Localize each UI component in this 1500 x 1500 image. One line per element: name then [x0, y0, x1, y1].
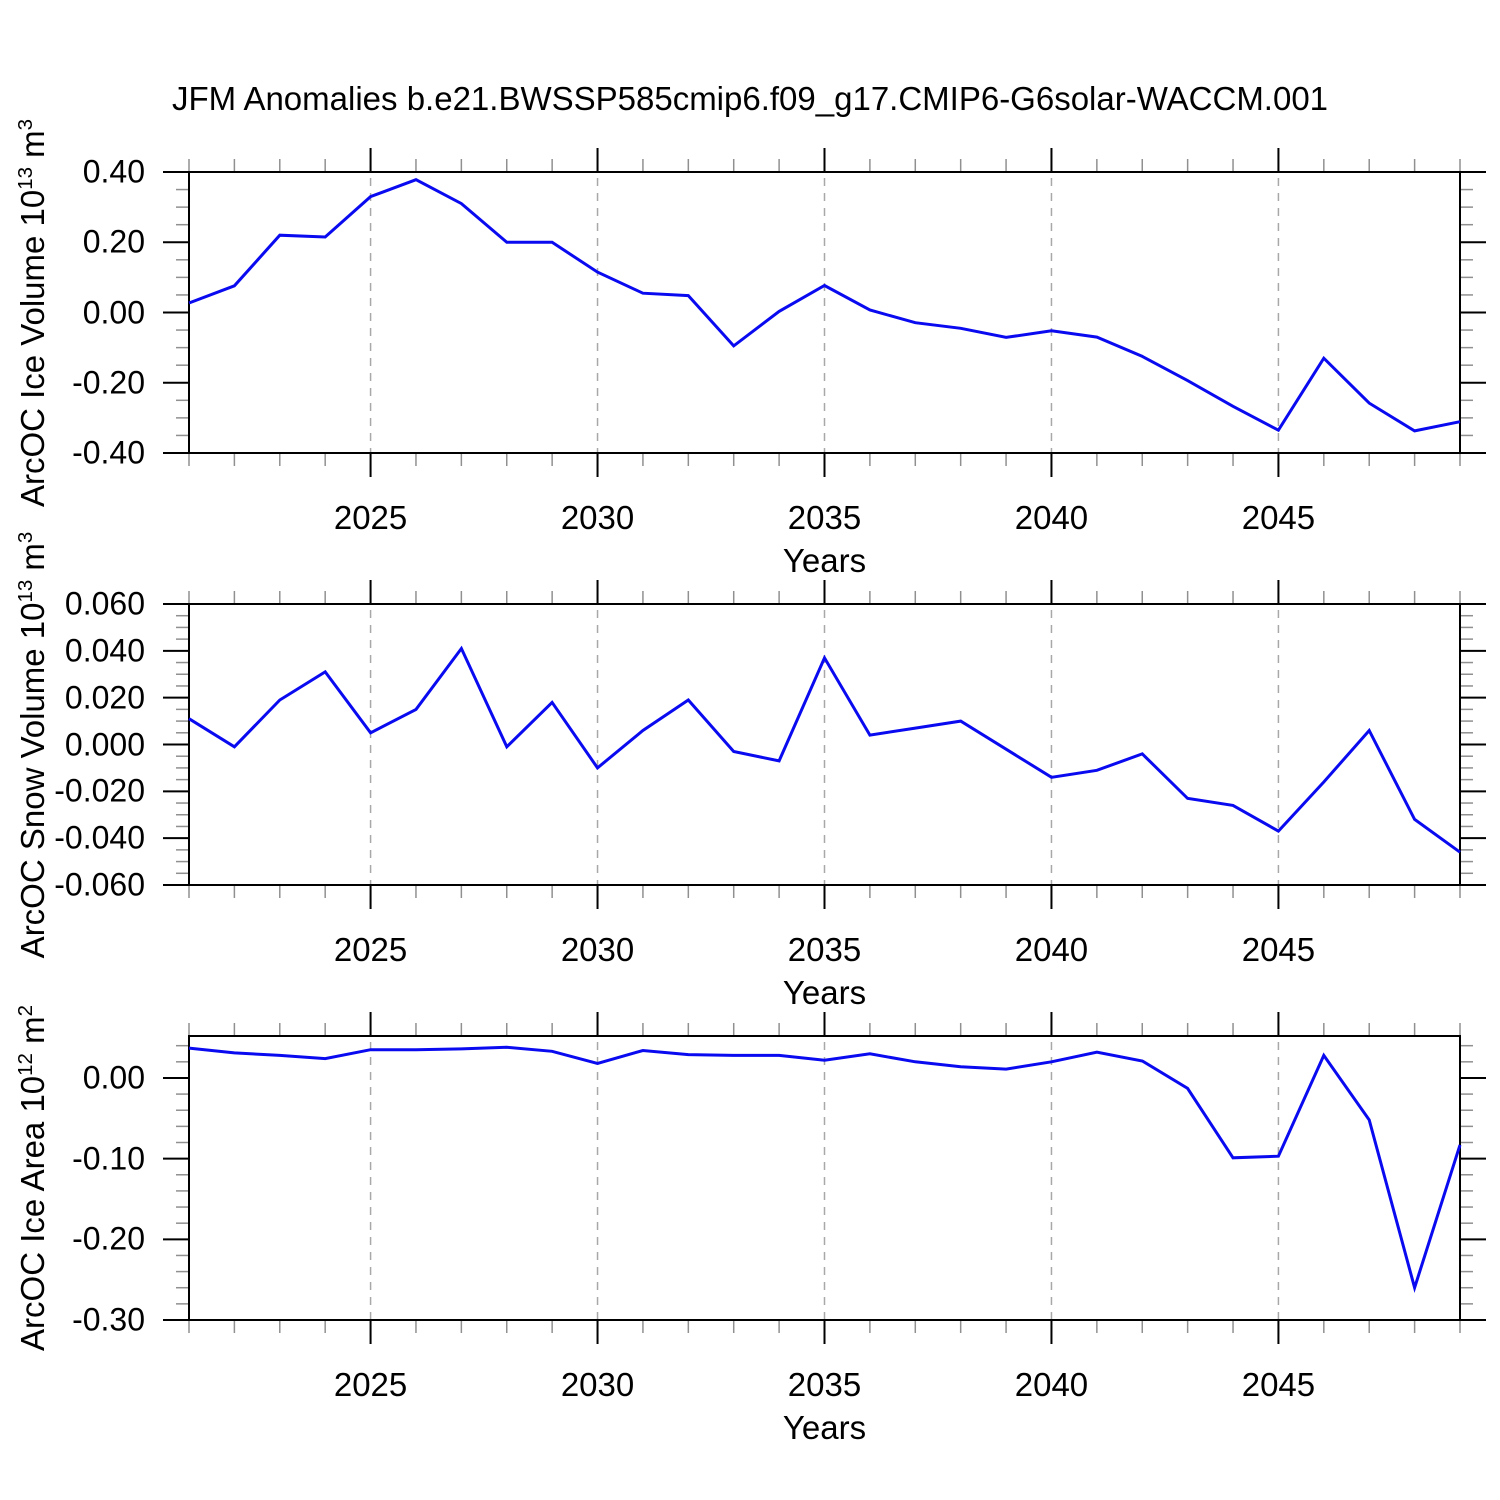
y-tick-label: 0.000 — [64, 726, 145, 762]
x-tick-label: 2045 — [1241, 499, 1316, 536]
y-tick-label: 0.20 — [82, 223, 145, 260]
y-tick-label: 0.020 — [64, 679, 145, 716]
x-axis-label: Years — [782, 542, 867, 579]
x-tick-label: 2025 — [333, 499, 408, 536]
y-tick-label: 0.40 — [82, 153, 145, 190]
plot-frame — [188, 603, 1461, 886]
x-axis-label: Years — [782, 974, 867, 1011]
y-axis-label-unit: m — [14, 1016, 51, 1054]
x-tick-label: 2035 — [787, 1366, 862, 1403]
y-tick-label: -0.040 — [54, 819, 145, 856]
x-tick-label: 2040 — [1014, 931, 1089, 968]
y-tick-label: -0.30 — [72, 1301, 145, 1338]
data-line-snow-volume — [188, 645, 1461, 854]
x-tick-label: 2035 — [787, 931, 862, 968]
x-tick-label: 2030 — [560, 931, 635, 968]
x-tick-label: 2030 — [560, 499, 635, 536]
x-tick-label: 2030 — [560, 1366, 635, 1403]
y-tick-label: 0.060 — [64, 585, 145, 622]
y-axis-label-unit-exponent: 3 — [14, 531, 37, 543]
y-tick-label: -0.20 — [72, 364, 145, 401]
data-line-ice-volume — [188, 178, 1461, 433]
y-tick-label: 0.00 — [82, 294, 145, 330]
y-axis-label-text: ArcOC Ice Area 10 — [14, 1075, 51, 1351]
x-tick-label: 2045 — [1241, 931, 1316, 968]
y-axis-label: ArcOC Ice Volume 1013 m3 — [14, 118, 52, 506]
y-tick-label: -0.40 — [72, 434, 145, 471]
x-tick-label: 2040 — [1014, 499, 1089, 536]
y-tick-label: -0.10 — [72, 1140, 145, 1177]
plot-frame — [188, 1035, 1461, 1321]
x-tick-label: 2045 — [1241, 1366, 1316, 1403]
x-tick-label: 2040 — [1014, 1366, 1089, 1403]
x-tick-label: 2025 — [333, 931, 408, 968]
y-axis-label-text: ArcOC Snow Volume 10 — [14, 601, 51, 958]
y-tick-label: -0.060 — [54, 866, 145, 903]
y-axis-label-unit-exponent: 2 — [14, 1005, 37, 1017]
y-tick-label: -0.20 — [72, 1220, 145, 1257]
y-axis-label: ArcOC Ice Area 1012 m2 — [14, 1005, 52, 1351]
y-axis-label-exponent: 13 — [14, 166, 37, 190]
y-axis-label-exponent: 12 — [14, 1053, 37, 1076]
y-axis-label-unit: m — [14, 542, 51, 580]
y-axis-label-text: ArcOC Ice Volume 10 — [14, 189, 51, 507]
y-tick-label: 0.040 — [64, 632, 145, 669]
y-axis-label-exponent: 13 — [14, 579, 37, 602]
y-axis-label: ArcOC Snow Volume 1013 m3 — [14, 531, 52, 958]
y-axis-label-unit-exponent: 3 — [14, 118, 37, 130]
x-tick-label: 2025 — [333, 1366, 408, 1403]
x-tick-label: 2035 — [787, 499, 862, 536]
y-tick-label: -0.020 — [54, 772, 145, 809]
data-line-ice-area — [188, 1045, 1462, 1294]
plot-frame — [188, 171, 1461, 454]
x-axis-label: Years — [782, 1409, 867, 1446]
y-axis-label-unit: m — [14, 129, 51, 167]
figure-title: JFM Anomalies b.e21.BWSSP585cmip6.f09_g1… — [171, 80, 1329, 117]
y-tick-label: 0.00 — [82, 1059, 145, 1096]
